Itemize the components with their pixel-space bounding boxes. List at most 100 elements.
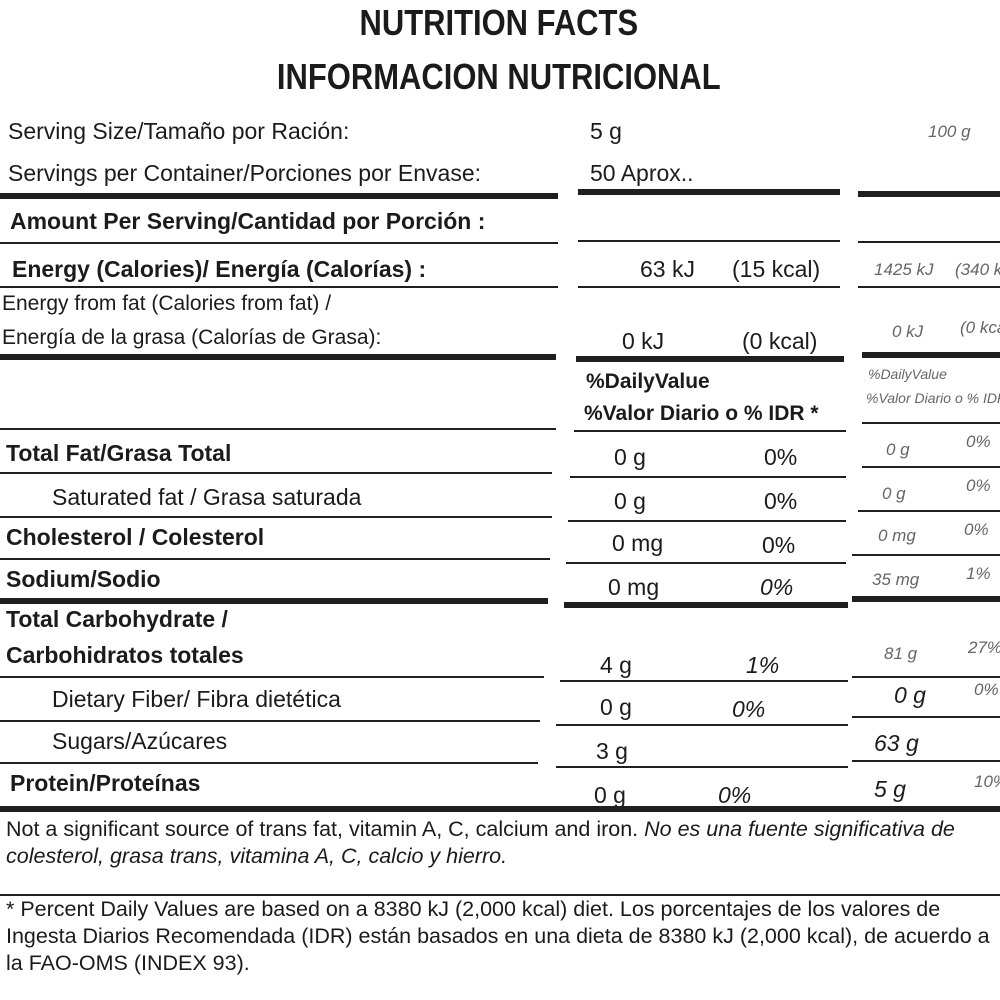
dv-header-en: %DailyValue (586, 370, 710, 393)
divider (852, 554, 1000, 556)
protein-amount: 0 g (594, 782, 626, 808)
divider (862, 422, 1000, 424)
sugars-amount-100g: 63 g (874, 730, 919, 756)
divider (578, 240, 840, 242)
dv-header-es-100g: %Valor Diario o % IDR * (866, 390, 1000, 406)
divider (568, 520, 846, 522)
sodium-label: Sodium/Sodio (6, 566, 161, 592)
divider (556, 766, 848, 768)
saturated-fat-amount: 0 g (614, 488, 646, 514)
energy-kj-100g: 1425 kJ (874, 260, 934, 279)
dietary-fiber-dv-100g: 0% (974, 680, 999, 699)
energy-fat-kcal-100g: (0 kcal) (960, 318, 1000, 337)
divider (858, 510, 1000, 512)
serving-size-value: 5 g (590, 118, 622, 144)
divider (0, 894, 1000, 896)
saturated-fat-dv-100g: 0% (966, 476, 991, 495)
divider (0, 762, 538, 764)
energy-label: Energy (Calories)/ Energía (Calorías) : (12, 256, 427, 282)
dietary-fiber-dv: 0% (732, 696, 766, 722)
sugars-amount: 3 g (596, 738, 628, 764)
divider-thick (862, 352, 1000, 358)
divider (0, 472, 552, 474)
servings-per-container-label: Servings per Container/Porciones por Env… (8, 160, 482, 186)
divider (0, 676, 544, 678)
dietary-fiber-amount-100g: 0 g (894, 682, 926, 708)
energy-fat-kj: 0 kJ (622, 328, 665, 354)
divider (852, 716, 1000, 718)
divider (556, 724, 848, 726)
dv-header-es: %Valor Diario o % IDR * (584, 402, 819, 425)
cholesterol-dv-100g: 0% (964, 520, 989, 539)
divider-thick (576, 356, 844, 362)
dietary-fiber-label: Dietary Fiber/ Fibra dietética (52, 686, 341, 712)
divider (852, 760, 1000, 762)
sodium-dv-100g: 1% (966, 564, 991, 583)
divider (566, 562, 846, 564)
divider-thick (0, 806, 1000, 812)
energy-fat-label-en: Energy from fat (Calories from fat) / (2, 292, 332, 315)
divider (858, 286, 1000, 288)
total-fat-dv-100g: 0% (966, 432, 991, 451)
divider-thick (0, 598, 548, 604)
total-carb-dv: 1% (746, 652, 780, 678)
divider (0, 242, 558, 244)
total-fat-dv: 0% (764, 444, 798, 470)
saturated-fat-dv: 0% (764, 488, 798, 514)
serving-size-100g: 100 g (928, 122, 971, 141)
title-english: NUTRITION FACTS (359, 2, 639, 43)
sodium-amount-100g: 35 mg (872, 570, 920, 589)
cholesterol-amount: 0 mg (612, 530, 664, 556)
dietary-fiber-amount: 0 g (600, 694, 632, 720)
cholesterol-amount-100g: 0 mg (878, 526, 916, 545)
saturated-fat-label: Saturated fat / Grasa saturada (52, 484, 362, 510)
protein-label: Protein/Proteínas (10, 770, 201, 796)
total-fat-label: Total Fat/Grasa Total (6, 440, 232, 466)
divider-thick (852, 596, 1000, 602)
total-carb-amount: 4 g (600, 652, 632, 678)
divider (0, 516, 552, 518)
divider (0, 720, 540, 722)
divider (858, 241, 1000, 243)
divider (0, 286, 558, 288)
divider (862, 466, 1000, 468)
cholesterol-label: Cholesterol / Colesterol (6, 524, 265, 550)
footer-dv-note: * Percent Daily Values are based on a 83… (6, 896, 996, 977)
sugars-label: Sugars/Azúcares (52, 728, 228, 754)
cholesterol-dv: 0% (762, 532, 796, 558)
energy-kcal: (15 kcal) (732, 256, 821, 282)
total-fat-amount: 0 g (614, 444, 646, 470)
protein-amount-100g: 5 g (874, 776, 906, 802)
dv-header-en-100g: %DailyValue (868, 366, 947, 382)
divider (570, 476, 846, 478)
divider (0, 558, 550, 560)
divider (560, 680, 848, 682)
servings-per-container-value: 50 Aprox.. (590, 160, 694, 186)
energy-fat-label-es: Energía de la grasa (Calorías de Grasa): (2, 326, 382, 349)
divider-thick (578, 189, 840, 195)
sodium-dv: 0% (760, 574, 794, 600)
footer-dv-en: * Percent Daily Values are based on a 83… (6, 897, 614, 921)
divider-thick (0, 193, 558, 199)
serving-size-label: Serving Size/Tamaño por Ración: (8, 118, 350, 144)
protein-dv: 0% (718, 782, 752, 808)
total-carb-dv-100g: 27% (968, 638, 1000, 657)
saturated-fat-amount-100g: 0 g (882, 484, 906, 503)
total-carb-amount-100g: 81 g (884, 644, 918, 663)
divider-thick (564, 602, 848, 608)
divider-thick (858, 191, 1000, 197)
total-carb-label: Total Carbohydrate / (6, 606, 228, 632)
sodium-amount: 0 mg (608, 574, 660, 600)
divider (574, 430, 846, 432)
total-fat-amount-100g: 0 g (886, 440, 910, 459)
footer-note-en: Not a significant source of trans fat, v… (6, 817, 639, 841)
divider-thick (0, 354, 556, 360)
footer-nutrient-note: Not a significant source of trans fat, v… (6, 816, 996, 870)
protein-dv-100g: 10% (974, 772, 1000, 791)
divider (578, 286, 840, 288)
footer-note-es: No es una fuente significativa de colest… (6, 817, 955, 868)
energy-fat-kj-100g: 0 kJ (892, 322, 924, 341)
footer-dv-es: Los porcentajes de los valores de Ingest… (6, 897, 990, 975)
energy-kj: 63 kJ (640, 256, 695, 282)
energy-fat-kcal: (0 kcal) (742, 328, 818, 354)
